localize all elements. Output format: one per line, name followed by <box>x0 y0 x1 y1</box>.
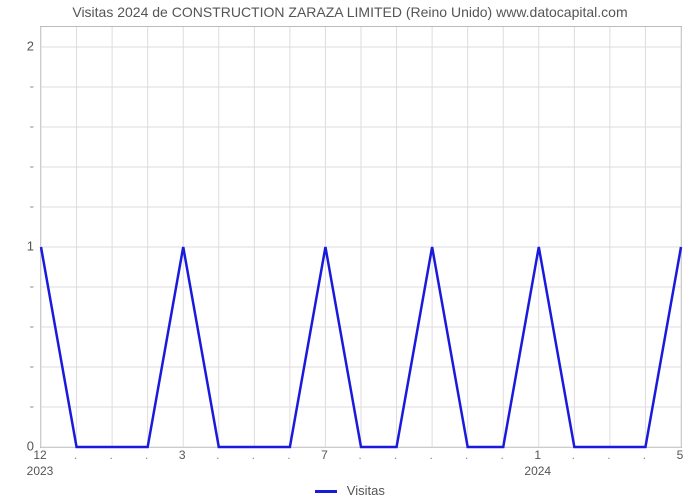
y-tick-minor: - <box>30 119 34 134</box>
x-tick-label: 7 <box>321 448 328 462</box>
y-tick-minor: - <box>30 159 34 174</box>
x-tick-minor: . <box>358 448 361 462</box>
x-tick-label: 5 <box>677 448 684 462</box>
x-tick-minor: . <box>252 448 255 462</box>
legend-swatch <box>315 490 337 493</box>
legend-label: Visitas <box>347 483 385 498</box>
plot-area <box>40 26 682 448</box>
x-tick-minor: . <box>643 448 646 462</box>
chart-container: Visitas 2024 de CONSTRUCTION ZARAZA LIMI… <box>0 0 700 500</box>
x-tick-label: 3 <box>179 448 186 462</box>
y-tick-minor: - <box>30 359 34 374</box>
x-tick-minor: . <box>145 448 148 462</box>
x-tick-minor: . <box>109 448 112 462</box>
chart-title: Visitas 2024 de CONSTRUCTION ZARAZA LIMI… <box>0 4 700 20</box>
legend: Visitas <box>0 483 700 498</box>
plot-svg <box>41 27 681 447</box>
y-tick-minor: - <box>30 319 34 334</box>
x-tick-minor: . <box>501 448 504 462</box>
x-tick-minor: . <box>216 448 219 462</box>
x-tick-minor: . <box>607 448 610 462</box>
x-tick-minor: . <box>394 448 397 462</box>
x-tick-minor: . <box>74 448 77 462</box>
y-tick-minor: - <box>30 79 34 94</box>
x-year-label: 2023 <box>27 464 54 478</box>
x-tick-minor: . <box>429 448 432 462</box>
y-tick-label: 1 <box>27 239 34 254</box>
y-tick-label: 2 <box>27 39 34 54</box>
x-tick-minor: . <box>465 448 468 462</box>
x-tick-label: 1 <box>534 448 541 462</box>
x-tick-minor: . <box>287 448 290 462</box>
x-tick-label: 12 <box>33 448 46 462</box>
x-year-label: 2024 <box>524 464 551 478</box>
y-tick-minor: - <box>30 399 34 414</box>
y-tick-minor: - <box>30 199 34 214</box>
x-tick-minor: . <box>572 448 575 462</box>
y-tick-minor: - <box>30 279 34 294</box>
